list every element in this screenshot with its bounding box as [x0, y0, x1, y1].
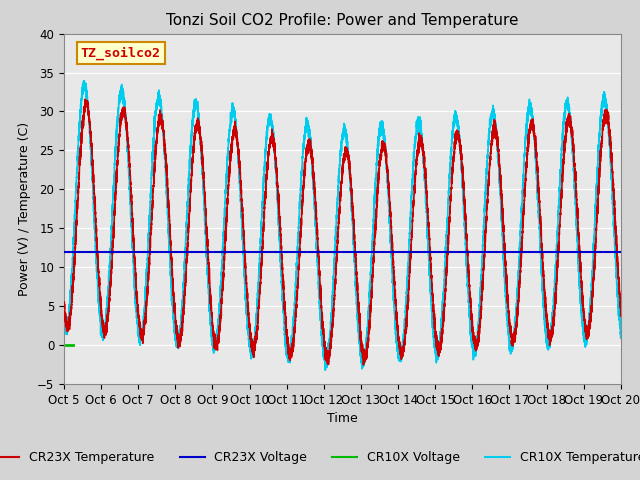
Text: TZ_soilco2: TZ_soilco2: [81, 46, 161, 60]
CR23X Temperature: [269, 132, 276, 138]
CR10X Temperature: [615, 309, 623, 315]
CR23X Temperature: [360, 362, 367, 368]
Line: CR10X Temperature: CR10X Temperature: [64, 81, 621, 370]
CR10X Temperature: [420, 156, 428, 162]
CR10X Temperature: [321, 367, 329, 373]
CR10X Temperature: [269, 123, 276, 129]
CR23X Temperature: [81, 96, 89, 102]
CR23X Voltage: [60, 249, 68, 254]
CR10X Temperature: [60, 319, 68, 325]
X-axis label: Time: Time: [327, 412, 358, 425]
CR10X Voltage: [69, 342, 77, 348]
CR23X Temperature: [173, 326, 181, 332]
CR10X Voltage: [62, 342, 70, 348]
CR23X Temperature: [420, 152, 428, 158]
CR23X Temperature: [179, 315, 187, 321]
CR23X Temperature: [60, 300, 68, 305]
CR10X Temperature: [499, 232, 506, 238]
CR23X Voltage: [97, 249, 105, 254]
CR23X Temperature: [615, 282, 623, 288]
CR23X Temperature: [499, 208, 506, 214]
Y-axis label: Power (V) / Temperature (C): Power (V) / Temperature (C): [19, 122, 31, 296]
CR10X Temperature: [179, 282, 187, 288]
CR23X Temperature: [617, 306, 625, 312]
CR10X Temperature: [617, 325, 625, 331]
CR10X Temperature: [81, 78, 88, 84]
Title: Tonzi Soil CO2 Profile: Power and Temperature: Tonzi Soil CO2 Profile: Power and Temper…: [166, 13, 518, 28]
CR10X Temperature: [173, 335, 181, 341]
Legend: CR23X Temperature, CR23X Voltage, CR10X Voltage, CR10X Temperature: CR23X Temperature, CR23X Voltage, CR10X …: [0, 446, 640, 469]
Line: CR23X Temperature: CR23X Temperature: [64, 99, 621, 365]
